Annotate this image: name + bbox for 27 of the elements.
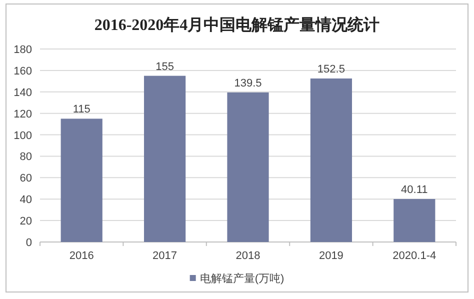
x-tick-label: 2018 (236, 250, 260, 262)
x-tick-label: 2019 (318, 250, 344, 262)
y-tick-label: 160 (14, 65, 32, 78)
bar (394, 198, 436, 242)
chart-title: 2016-2020年4月中国电解锰产量情况统计 (94, 16, 380, 34)
bar (310, 78, 352, 242)
data-label: 40.11 (401, 184, 428, 196)
data-label: 139.5 (234, 77, 262, 90)
y-tick-label: 40 (20, 194, 32, 206)
y-tick-label: 140 (14, 86, 32, 99)
legend-label: 电解锰产量(万吨) (200, 272, 284, 285)
data-label: 155 (156, 60, 174, 73)
y-tick-label: 120 (14, 108, 32, 120)
y-tick-label: 180 (14, 44, 32, 56)
x-tick-label: 2020.1-4 (392, 250, 436, 262)
data-label: 115 (72, 104, 90, 116)
data-label: 152.5 (317, 63, 345, 76)
y-tick-label: 60 (20, 172, 32, 185)
y-tick-label: 100 (14, 130, 32, 142)
bar (60, 118, 102, 242)
y-tick-label: 20 (20, 216, 32, 228)
y-tick-label: 0 (26, 237, 32, 249)
bar (144, 76, 186, 242)
y-tick-label: 80 (20, 151, 32, 164)
bar (227, 92, 269, 242)
x-tick-label: 2017 (152, 250, 178, 262)
x-tick-label: 2016 (69, 250, 94, 262)
